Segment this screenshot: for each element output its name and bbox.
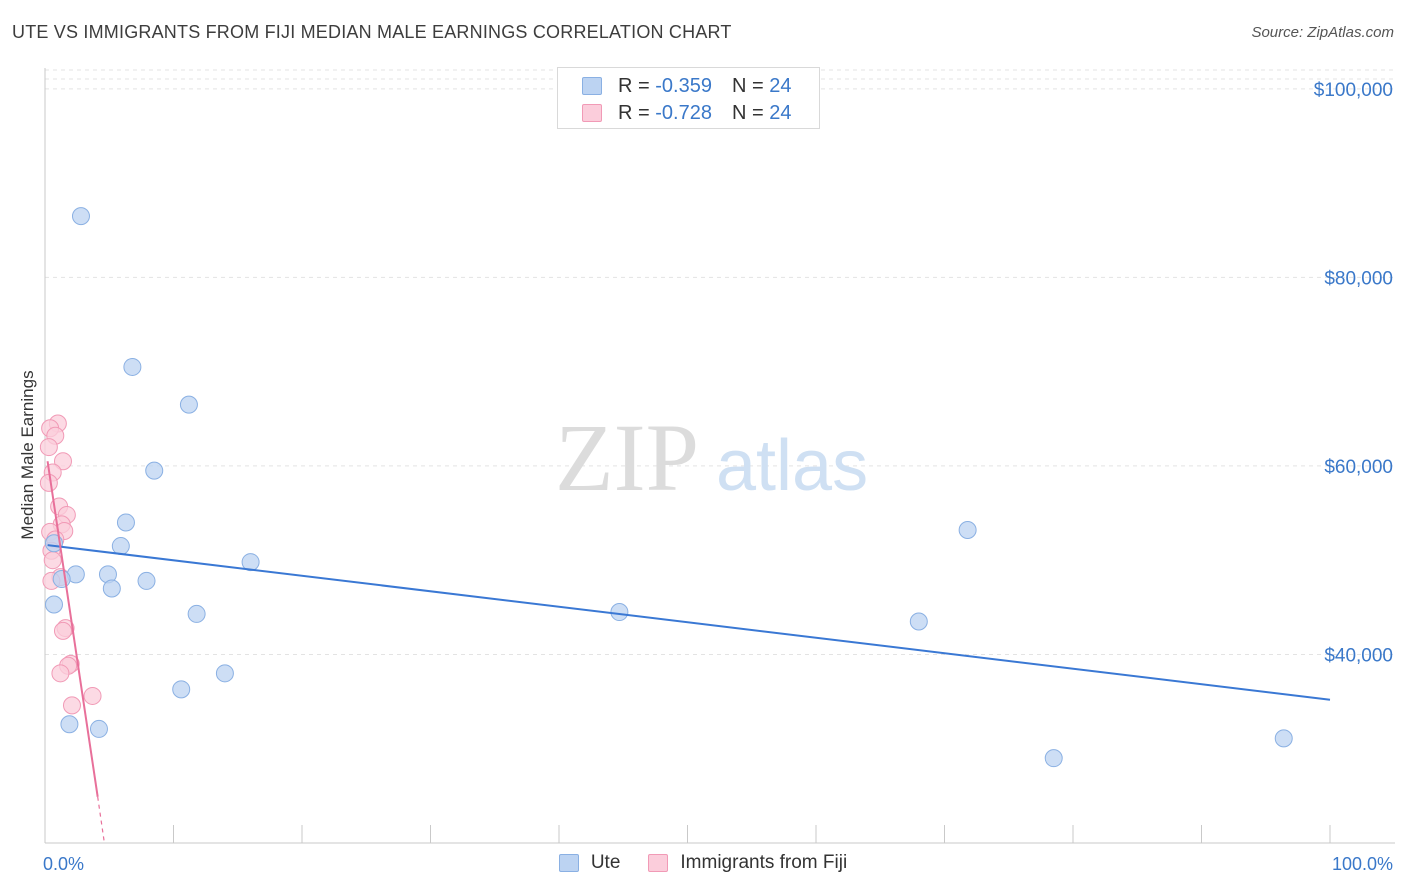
series-fiji-points — [39, 414, 102, 715]
ute-point — [60, 715, 79, 734]
ute-swatch — [582, 77, 602, 95]
x-tick-labels: 0.0% 100.0% — [43, 854, 1393, 874]
n-value: 24 — [769, 101, 792, 124]
fiji-point — [62, 696, 81, 715]
y-tick-labels: $40,000 $60,000 $80,000 $100,000 — [1314, 80, 1393, 667]
legend-fiji-label: Immigrants from Fiji — [680, 852, 848, 873]
ute-point — [137, 571, 156, 590]
ute-point — [145, 461, 164, 480]
fiji-point — [53, 452, 72, 471]
y-tick-label: $100,000 — [1314, 80, 1393, 101]
ute-point — [958, 521, 977, 540]
ute-point — [111, 537, 130, 556]
series-ute-points — [44, 207, 1293, 768]
y-tick-label: $60,000 — [1324, 457, 1393, 478]
ute-point — [102, 579, 121, 598]
legend-ute-swatch — [558, 854, 579, 872]
fiji-point — [51, 664, 70, 683]
r-value: -0.359 — [655, 74, 712, 97]
legend-item-fiji[interactable]: Immigrants from Fiji — [648, 852, 847, 874]
trend-lines — [46, 461, 1331, 842]
y-tick-label: $40,000 — [1324, 645, 1393, 666]
ute-point — [172, 680, 191, 699]
ute-point — [116, 513, 135, 532]
fiji-point — [39, 438, 58, 457]
legend-ute-label: Ute — [590, 852, 621, 873]
r-label: R = — [618, 101, 650, 124]
ute-point — [71, 207, 90, 226]
ute-point — [52, 570, 71, 589]
correlation-stats-box: R = -0.359 N = 24 R = -0.728 N = 24 — [557, 67, 820, 129]
fiji-point — [53, 621, 72, 640]
ute-point — [123, 357, 142, 376]
ute-point — [909, 612, 928, 631]
stats-row-fiji: R = -0.728 N = 24 — [558, 99, 791, 127]
r-value: -0.728 — [655, 101, 712, 124]
fiji-point — [83, 686, 102, 705]
axes — [44, 68, 1395, 844]
x-tick-label-min: 0.0% — [43, 854, 84, 874]
watermark-zip: ZIP — [555, 404, 699, 511]
n-label: N = — [731, 74, 764, 97]
n-label: N = — [731, 101, 764, 124]
ute-trend-line — [47, 544, 1331, 701]
fiji-point — [39, 473, 58, 492]
ute-point — [610, 603, 629, 622]
ute-point — [1274, 729, 1293, 748]
r-label: R = — [618, 74, 650, 97]
stats-row-ute: R = -0.359 N = 24 — [558, 72, 791, 100]
ute-point — [44, 595, 63, 614]
x-tick-label-max: 100.0% — [1332, 854, 1393, 874]
legend: Ute Immigrants from Fiji — [0, 852, 1406, 874]
fiji-swatch — [582, 104, 602, 122]
ute-point — [89, 719, 108, 738]
ute-point — [1044, 749, 1063, 768]
legend-fiji-swatch — [648, 854, 669, 872]
fiji-point — [43, 551, 62, 570]
watermark: ZIP atlas — [555, 404, 868, 511]
ute-point — [179, 395, 198, 414]
y-axis-label: Median Male Earnings — [18, 370, 37, 539]
n-value: 24 — [769, 74, 792, 97]
fiji-trend-line — [46, 461, 99, 797]
fiji-trend-extension — [97, 796, 105, 842]
ute-point — [215, 664, 234, 683]
chart-title: UTE VS IMMIGRANTS FROM FIJI MEDIAN MALE … — [12, 22, 732, 42]
source-label: Source: ZipAtlas.com — [1251, 24, 1394, 41]
y-tick-label: $80,000 — [1324, 268, 1393, 289]
watermark-atlas: atlas — [716, 426, 868, 506]
ute-point — [187, 604, 206, 623]
legend-item-ute[interactable]: Ute — [558, 852, 621, 874]
